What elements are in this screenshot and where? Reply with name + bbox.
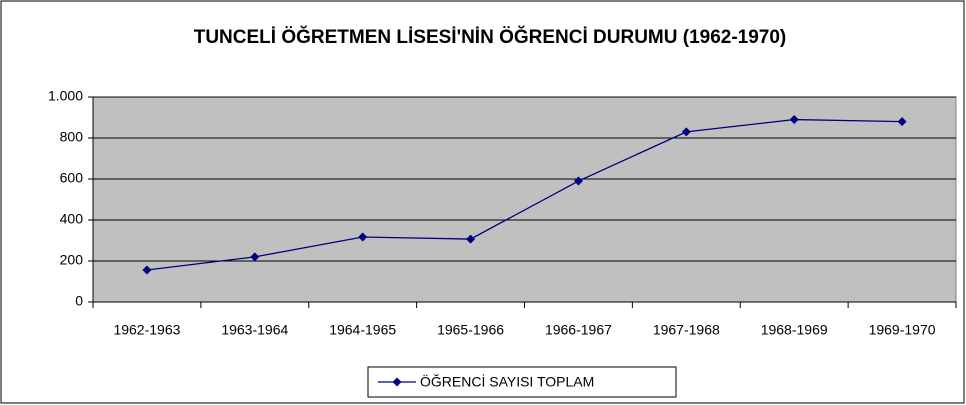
y-tick-label: 0 <box>75 293 83 309</box>
data-point <box>573 176 583 186</box>
data-point <box>250 252 260 262</box>
x-tick-label: 1968-1969 <box>761 322 828 338</box>
legend-box <box>367 366 677 398</box>
data-point <box>142 265 152 275</box>
data-point <box>681 127 691 137</box>
data-line <box>146 118 903 271</box>
x-tick-label: 1962-1963 <box>113 322 180 338</box>
plot-area <box>92 96 957 303</box>
y-tick-label: 1.000 <box>48 88 83 104</box>
legend-label: ÖĞRENCİ SAYISI TOPLAM <box>420 373 594 390</box>
x-tick-label: 1965-1966 <box>437 322 504 338</box>
legend-marker <box>392 377 402 387</box>
data-point <box>789 115 799 125</box>
data-point <box>466 234 476 244</box>
y-tick-label: 600 <box>60 170 84 186</box>
chart-title: TUNCELİ ÖĞRETMEN LİSESİ'NİN ÖĞRENCİ DURU… <box>194 26 787 48</box>
y-tick-label: 200 <box>60 252 84 268</box>
x-tick-label: 1969-1970 <box>869 322 936 338</box>
data-point <box>358 232 368 242</box>
x-tick-label: 1966-1967 <box>545 322 612 338</box>
x-tick-label: 1967-1968 <box>653 322 720 338</box>
x-tick-label: 1964-1965 <box>329 322 396 338</box>
data-point <box>897 117 907 127</box>
x-tick-label: 1963-1964 <box>221 322 288 338</box>
y-tick-label: 800 <box>60 129 84 145</box>
y-tick-label: 400 <box>60 211 84 227</box>
